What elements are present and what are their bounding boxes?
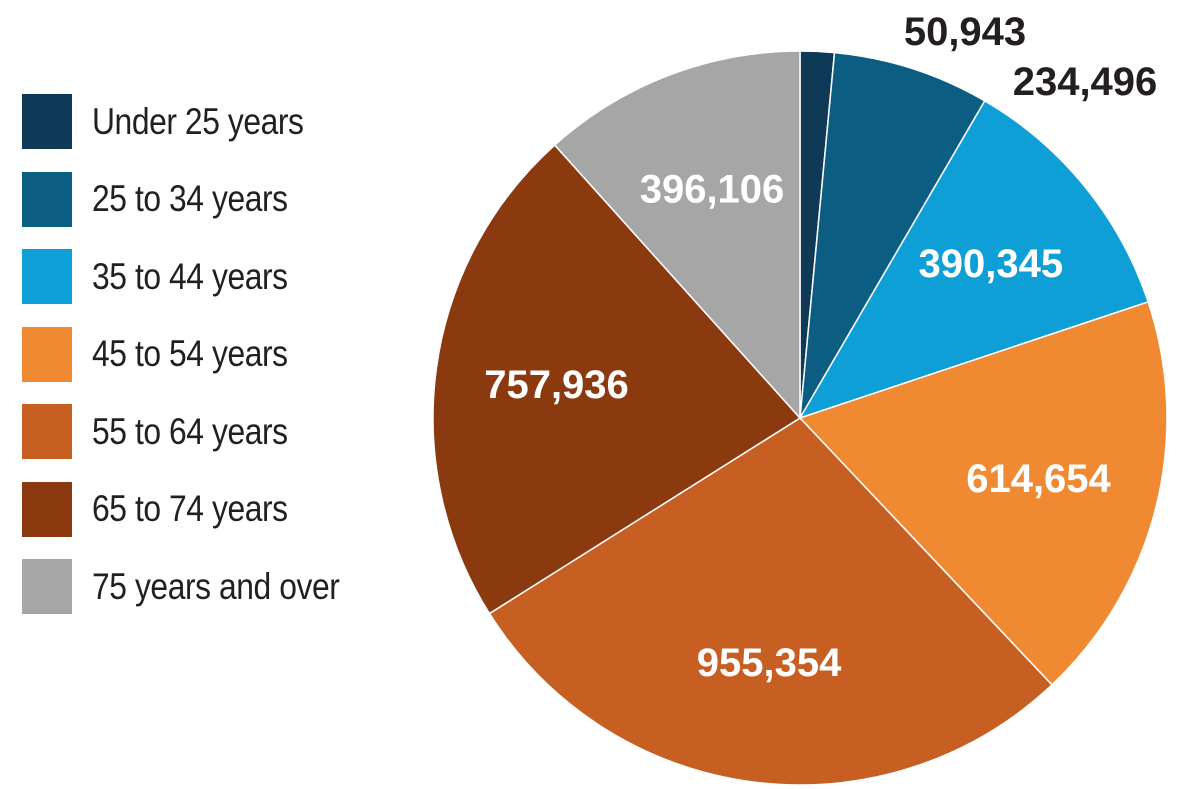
slice-data-label: 757,936 [484, 363, 629, 407]
legend-label: Under 25 years [92, 100, 304, 142]
legend-swatch [22, 249, 72, 304]
slice-data-label: 955,354 [697, 641, 842, 685]
legend-swatch [22, 94, 72, 149]
legend-label: 25 to 34 years [92, 178, 288, 219]
pie-data-labels: 50,943 234,496 390,345 614,654 955,354 757,93… [484, 10, 1157, 685]
legend-swatch [22, 326, 72, 382]
slice-data-label: 234,496 [1013, 60, 1158, 104]
legend-label: 75 years and over [92, 565, 340, 607]
legend-label: 35 to 44 years [92, 255, 288, 297]
legend-label: 65 to 74 years [92, 488, 288, 529]
legend-swatch [22, 481, 72, 537]
pie-slices [432, 50, 1168, 786]
legend-item: 65 to 74 years [22, 481, 402, 537]
slice-data-label: 396,106 [640, 167, 785, 211]
legend-item: 35 to 44 years [22, 249, 402, 304]
legend-swatch [22, 559, 72, 614]
pie-slice [432, 143, 802, 615]
pie-slice [799, 51, 986, 419]
slice-data-label: 50,943 [904, 10, 1026, 54]
pie-slice [798, 300, 1168, 686]
legend-item: 55 to 64 years [22, 404, 402, 459]
legend-swatch [22, 171, 72, 227]
legend-label: 45 to 54 years [92, 333, 288, 374]
pie-slice [488, 417, 1054, 786]
legend-item: 45 to 54 years [22, 326, 402, 382]
pie-slice [798, 99, 1150, 420]
chart-legend: Under 25 years 25 to 34 years 35 to 44 yea… [22, 94, 402, 637]
legend-item: 75 years and over [22, 559, 402, 614]
legend-item: Under 25 years [22, 94, 402, 149]
legend-label: 55 to 64 years [92, 410, 288, 452]
legend-item: 25 to 34 years [22, 171, 402, 227]
slice-data-label: 614,654 [966, 457, 1111, 501]
legend-swatch [22, 404, 72, 459]
pie-slice [553, 50, 801, 420]
slice-data-label: 390,345 [919, 242, 1064, 286]
